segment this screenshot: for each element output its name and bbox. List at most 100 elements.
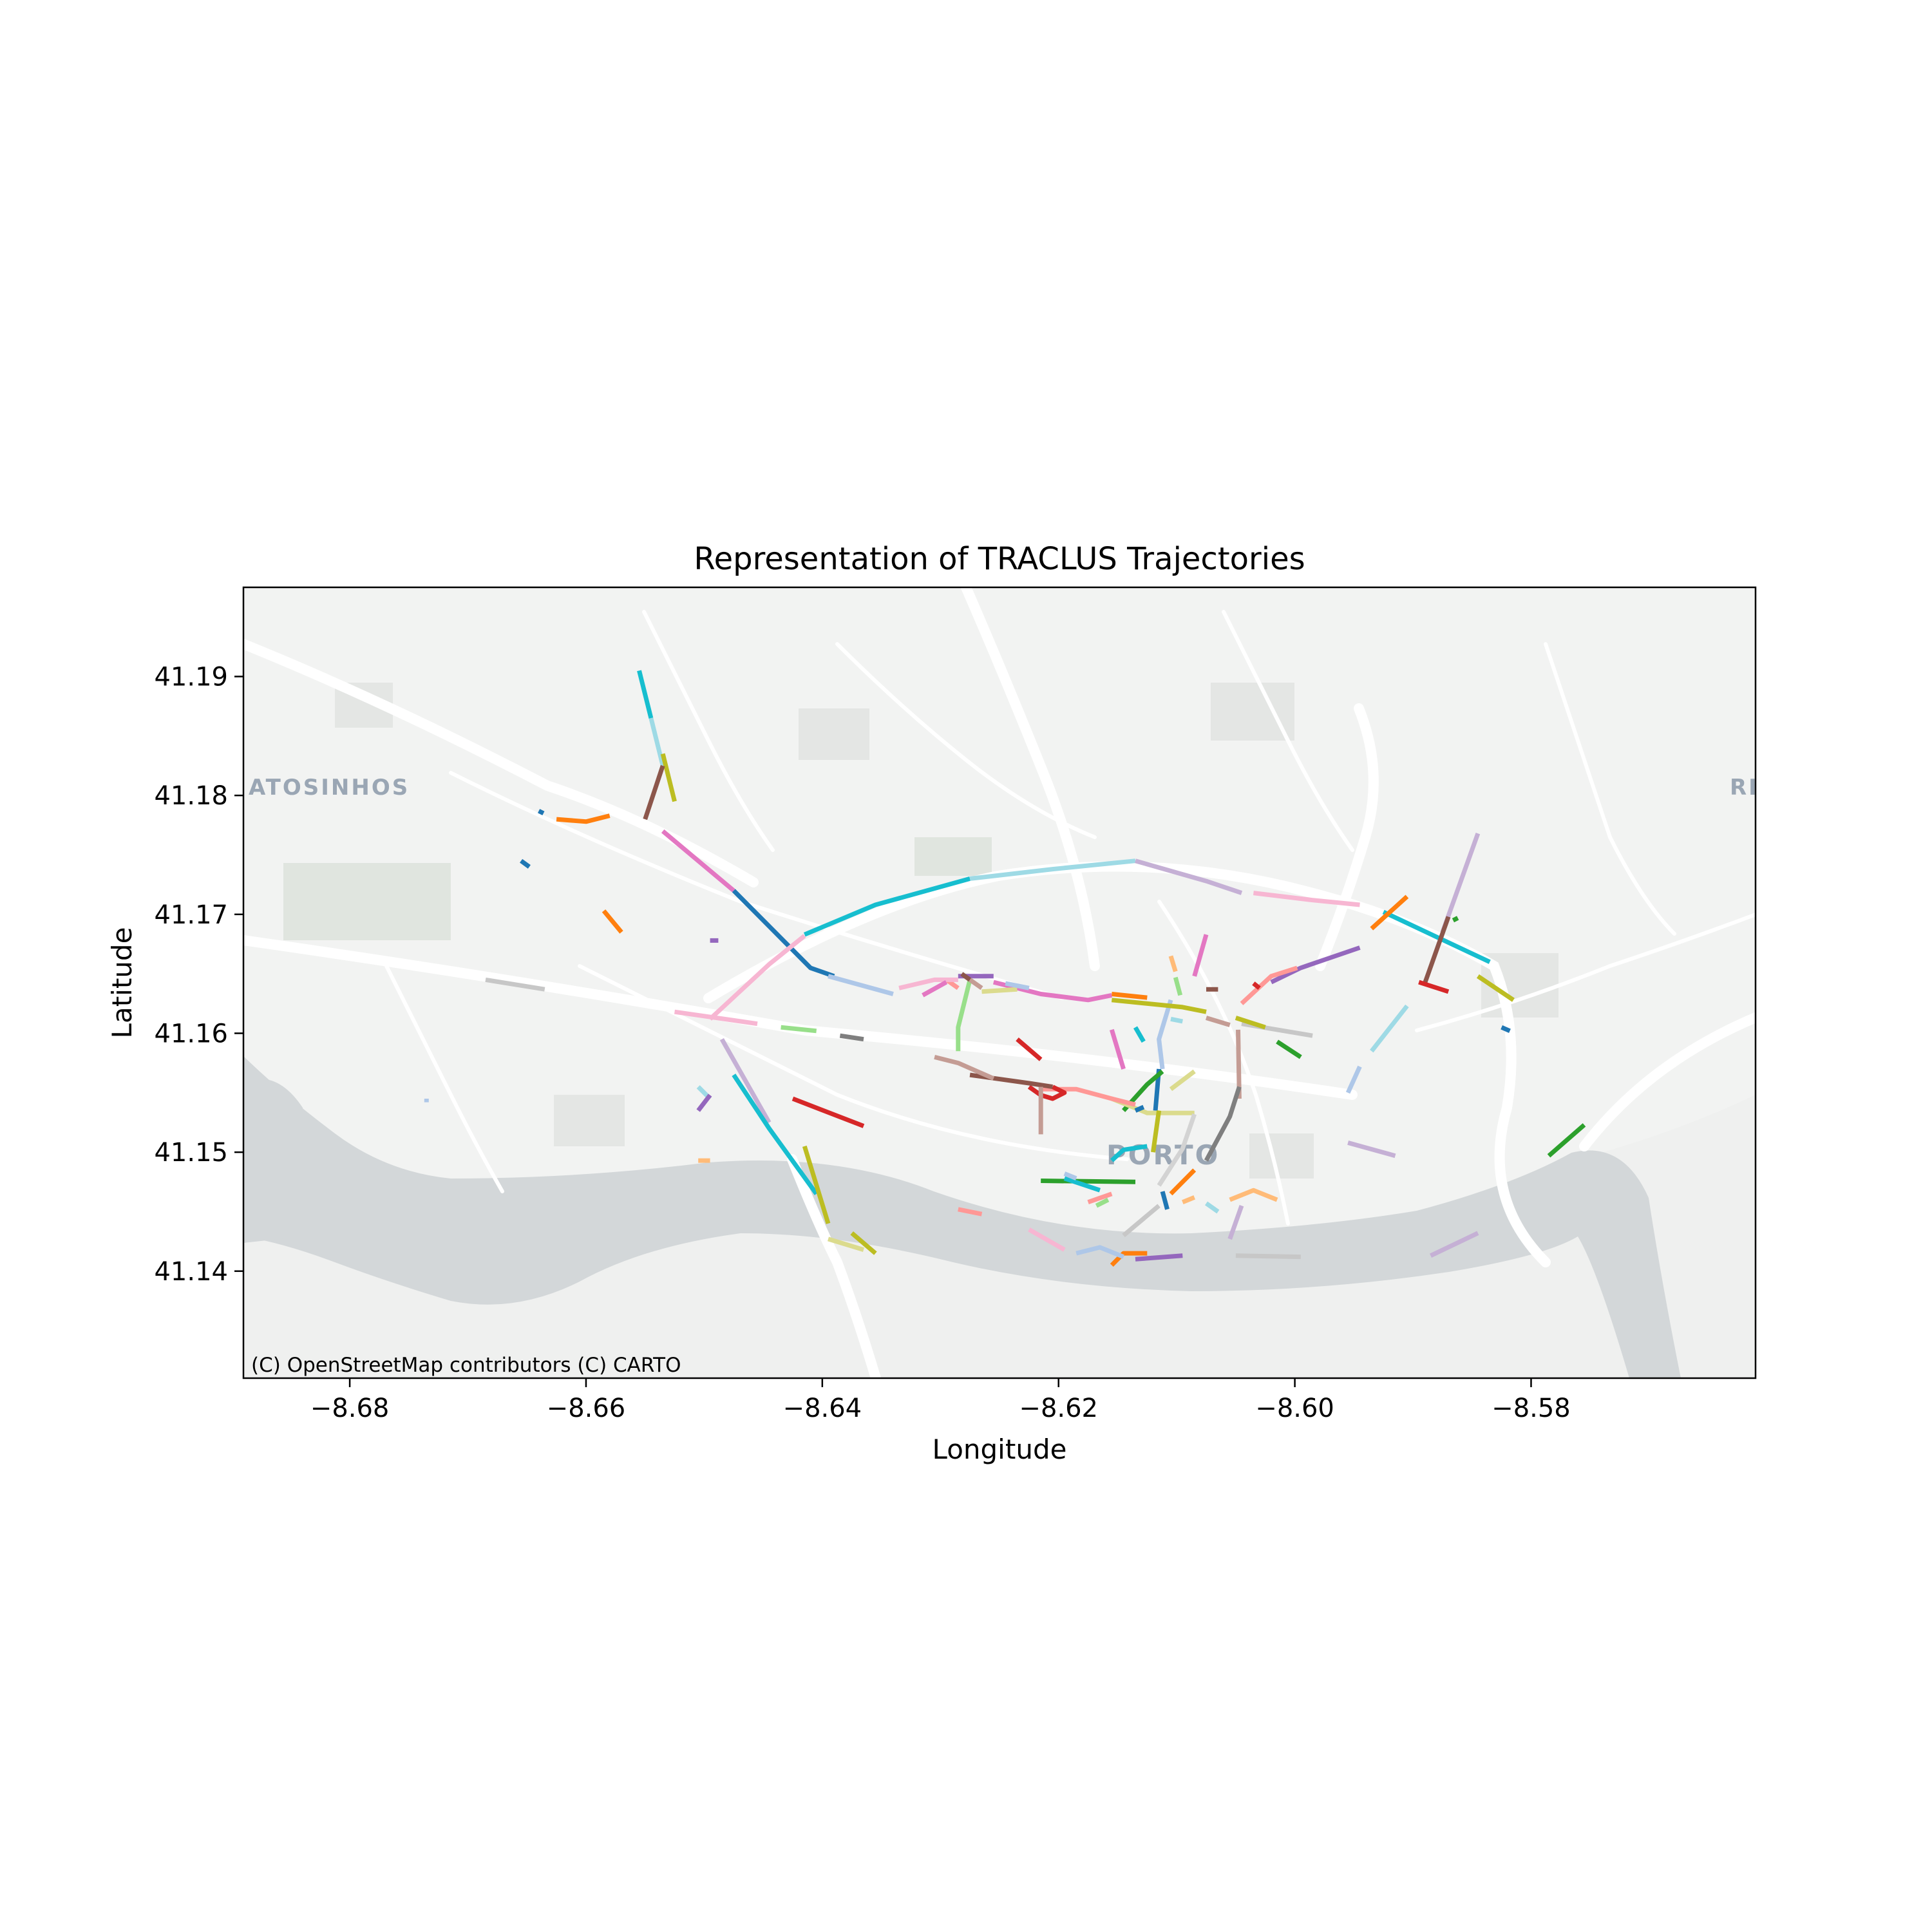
trajectory-segment-31 — [1235, 1253, 1301, 1260]
trajectory-segment-49 — [1169, 1069, 1196, 1092]
trajectory-segment-29 — [1547, 1123, 1586, 1158]
trajectory-segment-12 — [969, 858, 1136, 881]
trajectory-segment-91 — [839, 1033, 864, 1042]
trajectory-segment-68 — [1110, 1251, 1148, 1267]
trajectory-segment-80 — [992, 980, 1112, 1003]
trajectory-segment-21 — [1476, 974, 1515, 1002]
trajectory-segment-7 — [601, 909, 623, 934]
y-axis-label: Latitude — [106, 927, 138, 1039]
trajectory-segment-11 — [803, 876, 971, 937]
trajectory-segment-71 — [1028, 1227, 1066, 1252]
y-tick-label: 41.19 — [154, 662, 228, 692]
trajectory-segment-50 — [1170, 1016, 1183, 1024]
y-tick-label: 41.15 — [154, 1138, 228, 1168]
trajectory-segment-54 — [1133, 1026, 1146, 1043]
trajectory-segment-22 — [1501, 1025, 1511, 1034]
place-label-porto: PORTO — [1106, 1139, 1220, 1171]
trajectory-segment-93 — [674, 1009, 758, 1027]
trajectory-segment-35 — [1204, 1086, 1242, 1162]
trajectory-segment-57 — [1151, 1110, 1162, 1153]
trajectory-segment-59 — [1157, 1113, 1197, 1187]
trajectory-segment-6 — [520, 858, 531, 869]
trajectory-segment-41 — [1192, 934, 1209, 977]
trajectory-segment-0 — [637, 670, 654, 719]
trajectory-segment-45 — [1168, 955, 1178, 972]
trajectory-segment-13 — [1135, 858, 1243, 895]
trajectory-segment-72 — [958, 1207, 983, 1217]
trajectory-segment-90 — [781, 1025, 817, 1034]
trajectory-segment-67 — [1110, 1144, 1148, 1162]
trajectory-segment-92 — [708, 934, 806, 1021]
trajectory-segment-47 — [1157, 999, 1173, 1070]
trajectory-segment-61 — [1122, 1204, 1160, 1238]
x-tick-label: −8.62 — [1019, 1394, 1098, 1423]
trajectory-segment-39 — [1204, 1201, 1220, 1214]
x-tick-label: −8.68 — [310, 1394, 390, 1423]
trajectory-segment-87 — [922, 980, 948, 998]
trajectory-segment-27 — [1276, 1039, 1302, 1059]
trajectory-segment-30 — [1429, 1231, 1479, 1258]
trajectory-segment-10 — [828, 974, 894, 996]
trajectory-segment-64 — [1063, 1171, 1077, 1181]
trajectory-segment-52 — [1111, 992, 1148, 1000]
trajectory-segment-28 — [1347, 1141, 1396, 1159]
trajectory-segment-17 — [1440, 833, 1481, 933]
trajectory-segment-18 — [1423, 916, 1451, 985]
trajectory-segment-16 — [1370, 895, 1409, 931]
trajectory-segment-70 — [1135, 1253, 1183, 1262]
trajectory-segment-60 — [1160, 1191, 1170, 1210]
trajectory-segment-76 — [1016, 1037, 1043, 1061]
trajectory-segment-1 — [649, 717, 665, 766]
trajectory-segment-53 — [1109, 1028, 1126, 1070]
trajectory-segment-103 — [850, 1231, 877, 1255]
trajectory-segment-62 — [1041, 1179, 1136, 1184]
trajectory-segment-102 — [827, 1236, 865, 1252]
trajectory-segment-40 — [1181, 1195, 1196, 1204]
place-label-east: RI — [1730, 775, 1759, 800]
trajectory-segment-20 — [1418, 980, 1450, 994]
basemap-attribution: (C) OpenStreetMap contributors (C) CARTO — [251, 1354, 681, 1377]
trajectory-segment-79 — [956, 979, 972, 1052]
y-tick-label: 41.17 — [154, 900, 228, 930]
trajectory-segment-15 — [1382, 909, 1491, 964]
trajectory-layer — [424, 670, 1586, 1267]
trajectory-segment-36 — [1169, 1168, 1197, 1196]
trajectory-segment-9 — [732, 889, 835, 979]
x-tick-label: −8.66 — [547, 1394, 626, 1423]
trajectory-segment-51 — [1111, 998, 1207, 1014]
trajectory-segment-24 — [1345, 1065, 1362, 1094]
trajectory-segment-86 — [898, 977, 958, 990]
trajectory-segment-101 — [802, 1145, 831, 1224]
trajectory-segment-46 — [1173, 976, 1183, 996]
x-tick-label: −8.60 — [1255, 1394, 1334, 1423]
chart-title: Representation of TRACLUS Trajectories — [694, 541, 1305, 577]
trajectory-segment-5 — [556, 813, 611, 824]
x-axis-label: Longitude — [933, 1434, 1067, 1465]
trajectory-segment-37 — [1229, 1188, 1278, 1202]
x-axis: −8.68 −8.66 −8.64 −8.62 −8.60 −8.58 — [310, 1378, 1571, 1423]
trajectory-segment-65 — [1087, 1191, 1113, 1205]
y-tick-label: 41.18 — [154, 781, 228, 811]
trajectory-segment-4 — [538, 809, 545, 816]
trajectory-segment-3 — [643, 764, 665, 820]
trajectory-segment-23 — [1370, 1004, 1409, 1053]
x-tick-label: −8.58 — [1492, 1394, 1571, 1423]
trajectory-segment-99 — [696, 1094, 712, 1112]
trajectory-segment-63 — [1063, 1176, 1101, 1193]
trajectory-segment-26 — [1240, 965, 1298, 1005]
trajectory-segment-2 — [660, 753, 677, 802]
trajectory-segment-88 — [960, 972, 972, 982]
trajectory-segment-96 — [719, 1037, 772, 1124]
trajectory-segment-66 — [1095, 1197, 1110, 1208]
trajectory-segment-14 — [1253, 891, 1360, 907]
trajectory-segment-94 — [485, 977, 545, 992]
trajectory-segment-97 — [732, 1074, 819, 1195]
trajectory-segment-43 — [1252, 981, 1261, 990]
trajectory-segment-83 — [1005, 981, 1030, 990]
y-tick-label: 41.14 — [154, 1257, 228, 1287]
y-tick-label: 41.16 — [154, 1019, 228, 1048]
trajectory-segment-74 — [1027, 1084, 1067, 1101]
trajectory-segment-85 — [969, 978, 983, 990]
trajectory-segment-33 — [1235, 1016, 1266, 1030]
place-label-matosinhos: ATOSINHOS — [249, 775, 410, 800]
